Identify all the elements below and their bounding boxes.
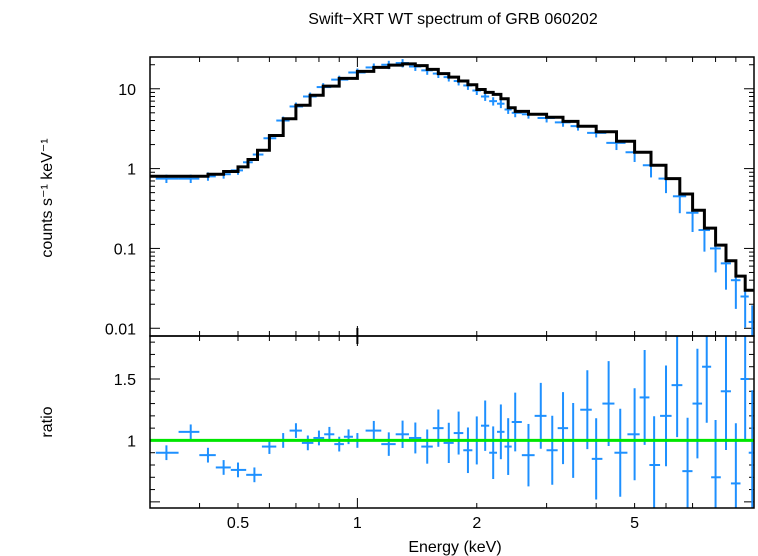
ratio-point	[660, 365, 672, 467]
data-point	[489, 97, 498, 106]
data-point	[480, 92, 490, 101]
ratio-point	[497, 404, 505, 460]
x-tick-label: 0.5	[227, 515, 249, 532]
ratio-point	[614, 408, 628, 497]
x-tick-label: 5	[630, 515, 639, 532]
bottom-panel-y-tick-labels: 11.5	[114, 372, 136, 450]
data-point	[497, 99, 505, 109]
ratio-point	[453, 411, 464, 455]
ratio-point	[711, 419, 721, 508]
ratio-point	[720, 336, 731, 451]
ratio-point	[627, 388, 640, 481]
ratio-point	[602, 361, 615, 446]
chart-title: Swift−XRT WT spectrum of GRB 060202	[308, 11, 598, 28]
y-tick-label: 0.1	[114, 241, 136, 258]
ratio-point	[546, 415, 558, 485]
x-axis-label: Energy (keV)	[408, 539, 501, 556]
top-panel-ticks	[149, 57, 755, 336]
ratio-point	[395, 420, 409, 448]
ratio-point	[443, 422, 454, 463]
x-tick-labels: 0.5 1 2 5	[227, 515, 639, 532]
ratio-point	[591, 418, 603, 500]
x-tick-label: 2	[472, 515, 481, 532]
ratio-point	[408, 422, 422, 454]
ratio-point	[557, 392, 569, 465]
bottom-panel-y-label: ratio	[39, 406, 56, 437]
y-tick-label: 1	[127, 433, 136, 450]
ratio-point	[178, 424, 200, 440]
top-panel-model-line	[150, 62, 754, 292]
ratio-point	[521, 423, 535, 487]
ratio-point	[480, 400, 490, 451]
ratio-point	[682, 417, 693, 508]
ratio-point	[246, 467, 262, 483]
ratio-point	[489, 426, 498, 480]
y-tick-label: 1.5	[114, 372, 136, 389]
ratio-point	[215, 460, 231, 475]
ratio-point	[639, 350, 650, 445]
data-point	[748, 305, 754, 336]
ratio-point	[740, 336, 749, 441]
y-tick-label: 1	[127, 162, 136, 179]
ratio-point	[671, 336, 683, 438]
ratio-point	[702, 336, 712, 423]
ratio-point	[301, 435, 314, 451]
ratio-point	[199, 447, 216, 463]
ratio-point	[463, 427, 473, 474]
ratio-point	[580, 370, 592, 450]
ratio-point	[421, 429, 433, 464]
ratio-point	[313, 430, 325, 446]
ratio-point	[155, 445, 179, 461]
ratio-point	[649, 416, 661, 508]
ratio-point	[289, 423, 302, 438]
top-panel-y-tick-labels: 0.01 0.1 1 10	[105, 82, 136, 338]
y-tick-label: 0.01	[105, 321, 136, 338]
x-tick-label: 1	[353, 515, 362, 532]
ratio-point	[748, 390, 754, 508]
ratio-point	[230, 462, 247, 478]
ratio-point	[534, 382, 547, 449]
ratio-point	[381, 432, 396, 456]
top-panel-y-label: counts s⁻¹ keV⁻¹	[39, 138, 56, 257]
y-tick-label: 10	[118, 82, 136, 99]
ratio-point	[730, 423, 741, 508]
ratio-point	[504, 418, 512, 475]
bottom-panel-frame	[149, 335, 755, 509]
bottom-panel-data-series	[155, 336, 754, 508]
ratio-point	[365, 420, 382, 441]
